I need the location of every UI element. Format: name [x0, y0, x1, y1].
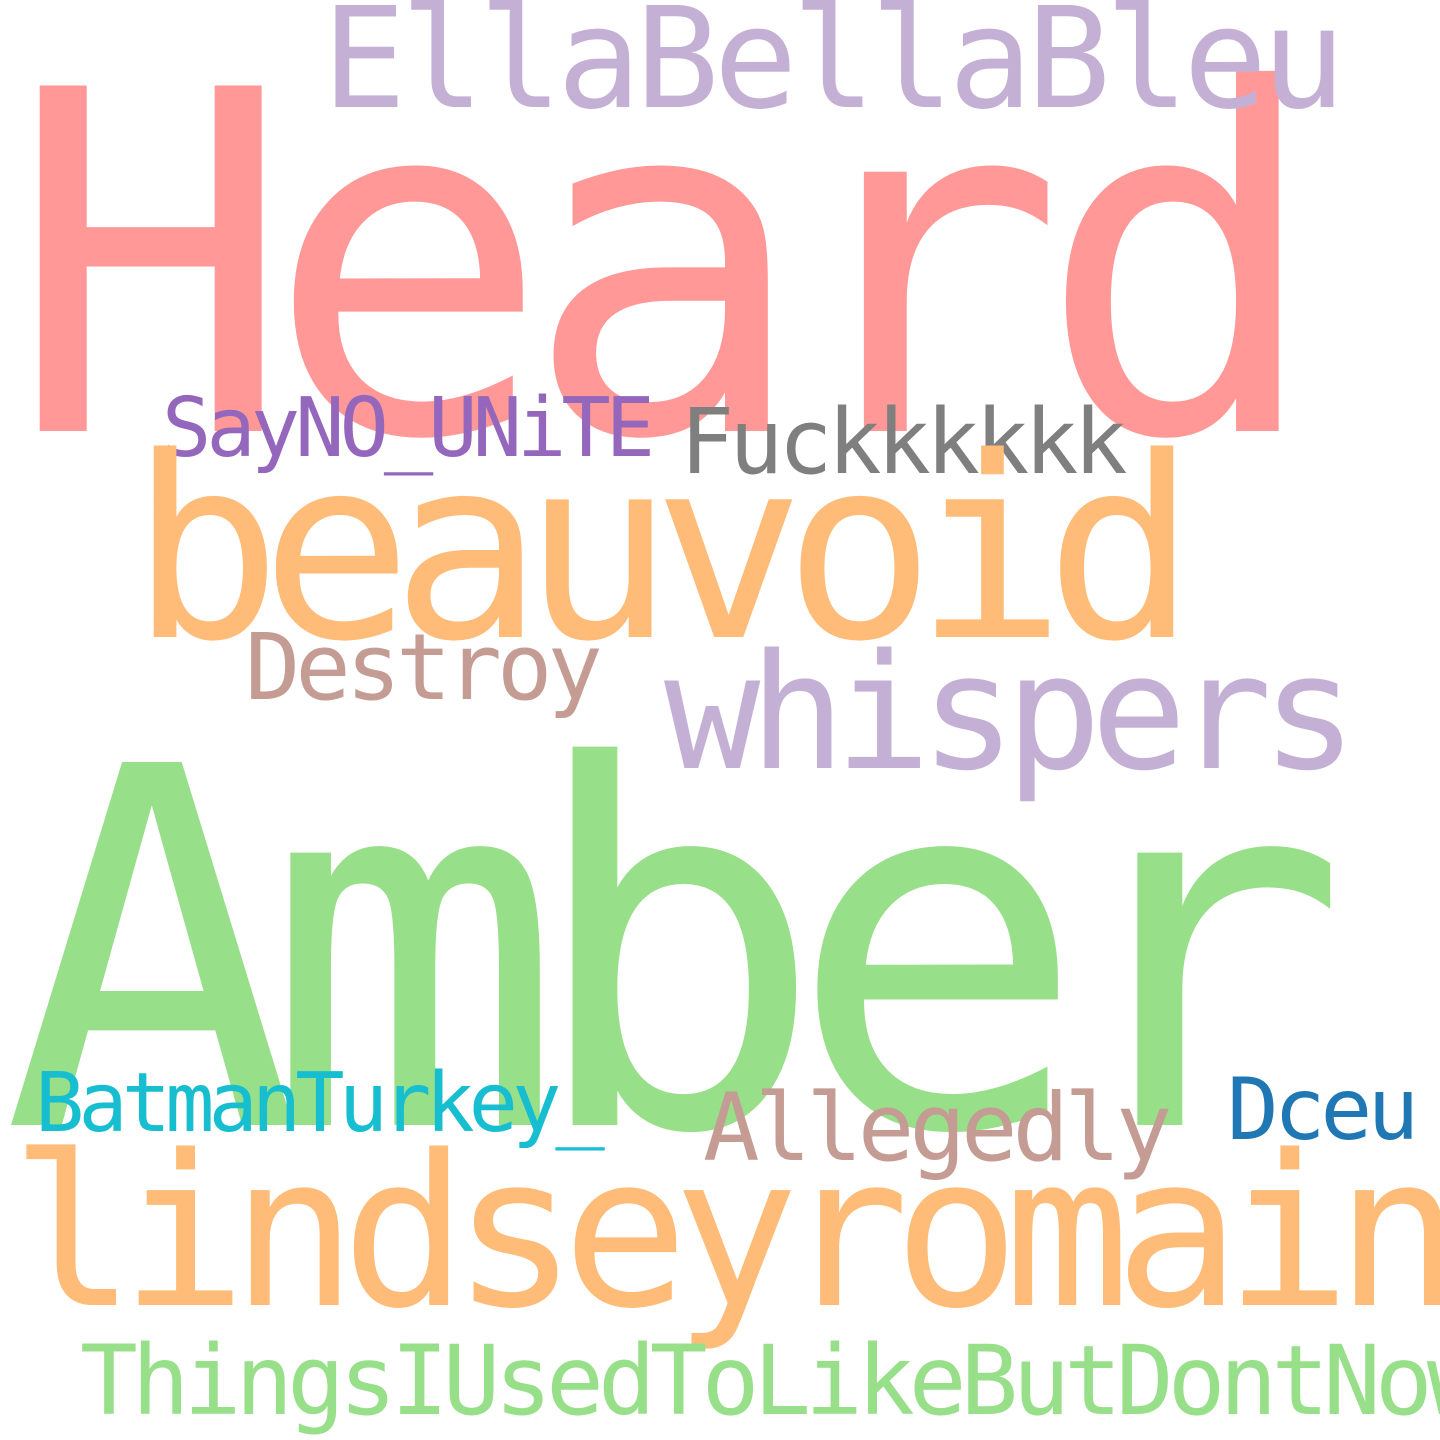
word-amber: Amber — [2, 664, 1349, 1243]
word-sayno-unite: SayNO_UNiTE — [162, 381, 655, 476]
word-beauvoid: beauvoid — [130, 404, 1197, 697]
word-lindseyromain: lindseyromain — [10, 1110, 1440, 1355]
word-whispers: whispers — [664, 619, 1358, 806]
word-ellabellableu: EllaBellaBleu — [322, 0, 1346, 141]
word-destroy: Destroy — [245, 614, 603, 721]
word-fuckkkkkk: Fuckkkkkk — [680, 390, 1128, 495]
word-heard: Heard — [8, 0, 1323, 543]
word-thingsiusedtolikebutdontnow: ThingsIUsedToLikeButDontNow — [80, 1325, 1440, 1437]
word-allegedly: Allegedly — [703, 1074, 1172, 1183]
word-dceu: Dceu — [1227, 1060, 1419, 1160]
word-batmanturkey: BatmanTurkey_ — [35, 1056, 605, 1151]
